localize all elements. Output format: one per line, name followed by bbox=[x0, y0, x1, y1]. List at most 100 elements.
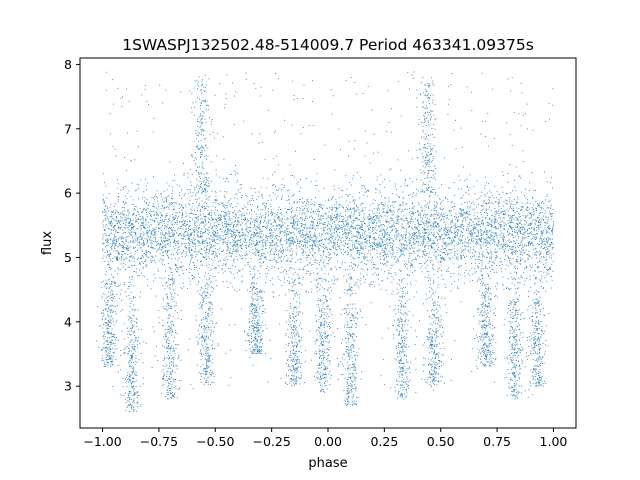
data-point bbox=[125, 247, 127, 249]
data-point bbox=[302, 240, 303, 242]
data-point bbox=[433, 218, 435, 220]
data-point bbox=[256, 242, 258, 244]
data-point bbox=[109, 250, 111, 252]
data-point bbox=[450, 202, 452, 203]
data-point bbox=[495, 256, 497, 258]
data-point bbox=[432, 264, 434, 266]
data-point bbox=[197, 235, 199, 236]
data-point bbox=[335, 208, 337, 210]
data-point bbox=[238, 222, 240, 223]
data-point bbox=[254, 265, 256, 267]
data-point bbox=[232, 250, 233, 252]
data-point bbox=[105, 185, 107, 187]
data-point bbox=[120, 263, 122, 265]
data-point bbox=[163, 209, 165, 211]
data-point bbox=[351, 225, 353, 227]
data-point bbox=[219, 219, 221, 221]
data-point bbox=[280, 224, 282, 226]
data-point bbox=[368, 214, 370, 216]
data-point bbox=[131, 223, 133, 224]
data-point bbox=[266, 267, 267, 269]
data-point bbox=[305, 247, 307, 249]
data-point bbox=[269, 244, 271, 246]
data-point bbox=[391, 230, 392, 232]
data-point bbox=[540, 238, 542, 240]
data-point bbox=[392, 244, 394, 246]
data-point bbox=[377, 206, 379, 208]
data-point bbox=[223, 216, 225, 218]
data-point bbox=[141, 261, 143, 263]
data-point bbox=[395, 201, 397, 203]
data-point bbox=[538, 224, 539, 226]
data-point bbox=[142, 216, 144, 217]
data-point bbox=[197, 215, 199, 217]
data-point bbox=[492, 238, 494, 240]
data-point bbox=[310, 273, 311, 274]
data-point bbox=[115, 230, 117, 232]
data-point bbox=[413, 243, 415, 245]
data-point bbox=[447, 233, 449, 235]
data-point bbox=[298, 201, 300, 203]
data-point bbox=[368, 223, 370, 225]
data-point bbox=[200, 235, 202, 237]
data-point bbox=[414, 238, 416, 240]
data-point bbox=[529, 243, 531, 244]
data-point bbox=[273, 245, 275, 247]
data-point bbox=[173, 208, 175, 210]
data-point bbox=[293, 193, 295, 195]
data-point bbox=[196, 267, 197, 269]
data-point bbox=[480, 237, 482, 239]
data-point bbox=[332, 195, 334, 197]
data-point bbox=[305, 257, 307, 259]
data-point bbox=[194, 230, 196, 232]
data-point bbox=[409, 247, 411, 249]
data-point bbox=[461, 258, 463, 260]
data-point bbox=[393, 256, 395, 258]
data-point bbox=[151, 241, 153, 243]
data-point bbox=[107, 261, 109, 263]
data-point bbox=[375, 220, 377, 222]
data-point bbox=[363, 262, 365, 264]
data-point bbox=[433, 236, 435, 237]
data-point bbox=[134, 205, 136, 207]
data-point bbox=[144, 208, 146, 210]
data-point bbox=[517, 196, 519, 198]
data-point bbox=[453, 245, 455, 247]
data-point bbox=[228, 230, 230, 232]
data-point bbox=[328, 251, 330, 253]
data-point bbox=[408, 239, 410, 241]
data-point bbox=[438, 230, 440, 231]
data-point bbox=[185, 228, 187, 230]
data-point bbox=[181, 221, 183, 223]
data-point bbox=[139, 227, 141, 228]
data-point bbox=[534, 230, 535, 231]
data-point bbox=[327, 223, 329, 225]
data-point bbox=[113, 205, 115, 207]
data-point bbox=[285, 235, 287, 237]
data-point bbox=[467, 217, 469, 219]
data-point bbox=[202, 222, 204, 224]
data-point bbox=[364, 207, 366, 209]
data-point bbox=[311, 255, 313, 257]
data-point bbox=[403, 219, 405, 221]
data-point bbox=[214, 200, 216, 201]
data-point bbox=[112, 243, 114, 245]
data-point bbox=[274, 236, 276, 238]
data-point bbox=[105, 240, 107, 241]
data-point bbox=[346, 224, 348, 226]
data-point bbox=[436, 218, 438, 219]
data-point bbox=[261, 195, 263, 197]
data-point bbox=[262, 244, 264, 246]
data-point bbox=[510, 221, 512, 223]
data-point bbox=[369, 285, 371, 287]
data-point bbox=[302, 269, 304, 271]
data-point bbox=[157, 206, 159, 208]
data-point bbox=[221, 250, 223, 252]
data-point bbox=[129, 286, 131, 288]
data-point bbox=[245, 223, 247, 225]
data-point bbox=[260, 215, 262, 217]
data-point bbox=[278, 216, 280, 218]
data-point bbox=[381, 195, 383, 197]
data-point bbox=[383, 207, 385, 209]
data-point bbox=[244, 216, 246, 218]
